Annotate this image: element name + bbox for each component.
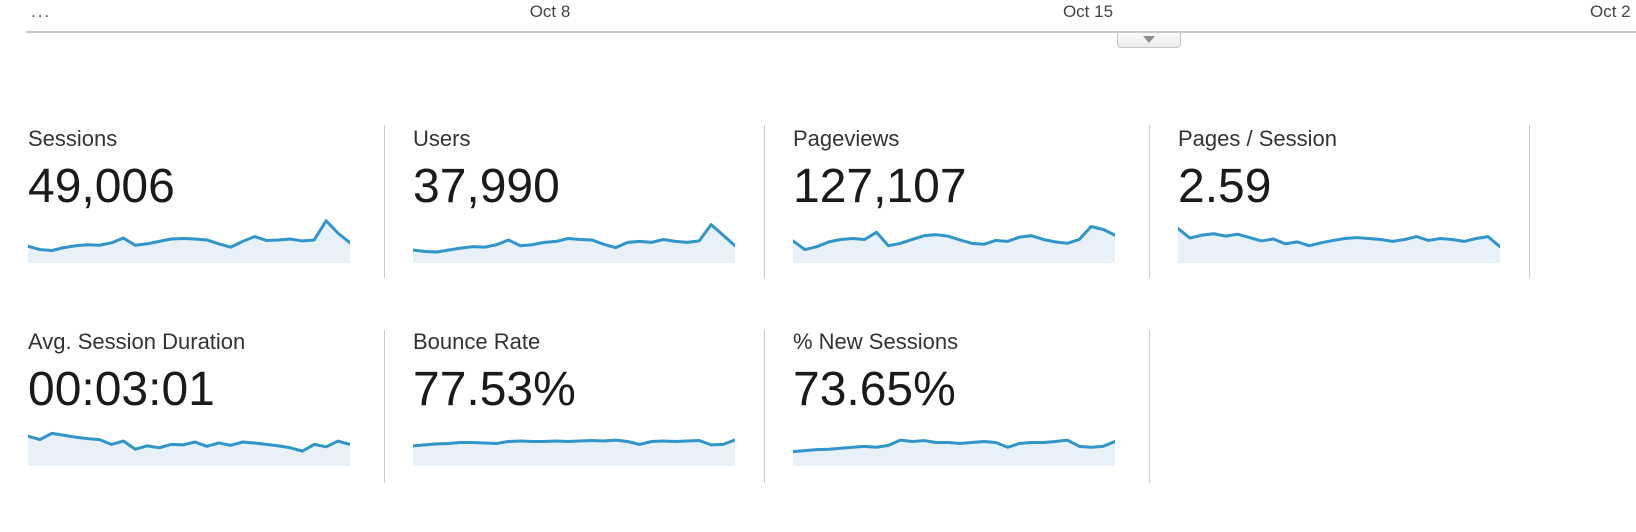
metric-label: Pageviews: [793, 126, 900, 151]
sessions-sparkline-chart: [28, 215, 350, 263]
card-divider: [764, 330, 765, 483]
timeline-tick-oct-8: Oct 8: [529, 2, 571, 21]
metric-card-avg-session-duration[interactable]: Avg. Session Duration 00:03:01: [0, 318, 380, 466]
metric-value: 2.59: [1178, 160, 1272, 213]
metric-label: Avg. Session Duration: [28, 329, 246, 354]
metric-label: Pages / Session: [1178, 126, 1337, 151]
metric-label: Sessions: [28, 126, 118, 151]
metric-card-users[interactable]: Users 37,990: [385, 115, 765, 263]
metric-label: Bounce Rate: [413, 329, 541, 354]
avg-session-duration-sparkline-chart: [28, 418, 350, 466]
metric-value: 49,006: [28, 160, 175, 213]
metric-card-percent-new-sessions[interactable]: % New Sessions 73.65%: [765, 318, 1145, 466]
collapse-chart-button[interactable]: [1117, 33, 1181, 48]
card-divider: [1529, 125, 1530, 278]
pages-per-session-sparkline-chart: [1178, 215, 1500, 263]
timeline-tick-oct-22: Oct 2: [1590, 2, 1631, 21]
metric-card-pageviews[interactable]: Pageviews 127,107: [765, 115, 1145, 263]
card-divider: [384, 125, 385, 278]
metric-label: Users: [413, 126, 471, 151]
users-sparkline-chart: [413, 215, 735, 263]
metric-value: 77.53%: [413, 363, 576, 416]
metric-value: 00:03:01: [28, 363, 215, 416]
card-divider: [384, 330, 385, 483]
chart-baseline-divider: [26, 31, 1636, 33]
metric-value: 127,107: [793, 160, 967, 213]
card-divider: [764, 125, 765, 278]
metric-card-sessions[interactable]: Sessions 49,006: [0, 115, 380, 263]
card-divider: [1149, 330, 1150, 483]
metric-value: 73.65%: [793, 363, 956, 416]
chevron-down-icon: [1143, 36, 1155, 43]
metric-card-pages-per-session[interactable]: Pages / Session 2.59: [1150, 115, 1530, 263]
card-divider: [1149, 125, 1150, 278]
metric-card-bounce-rate[interactable]: Bounce Rate 77.53%: [385, 318, 765, 466]
timeline-tick-oct-15: Oct 15: [1062, 2, 1114, 21]
timeline-tick-truncated: ...: [31, 2, 52, 21]
pageviews-sparkline-chart: [793, 215, 1115, 263]
percent-new-sessions-sparkline-chart: [793, 418, 1115, 466]
metric-value: 37,990: [413, 160, 560, 213]
metric-label: % New Sessions: [793, 329, 959, 354]
bounce-rate-sparkline-chart: [413, 418, 735, 466]
